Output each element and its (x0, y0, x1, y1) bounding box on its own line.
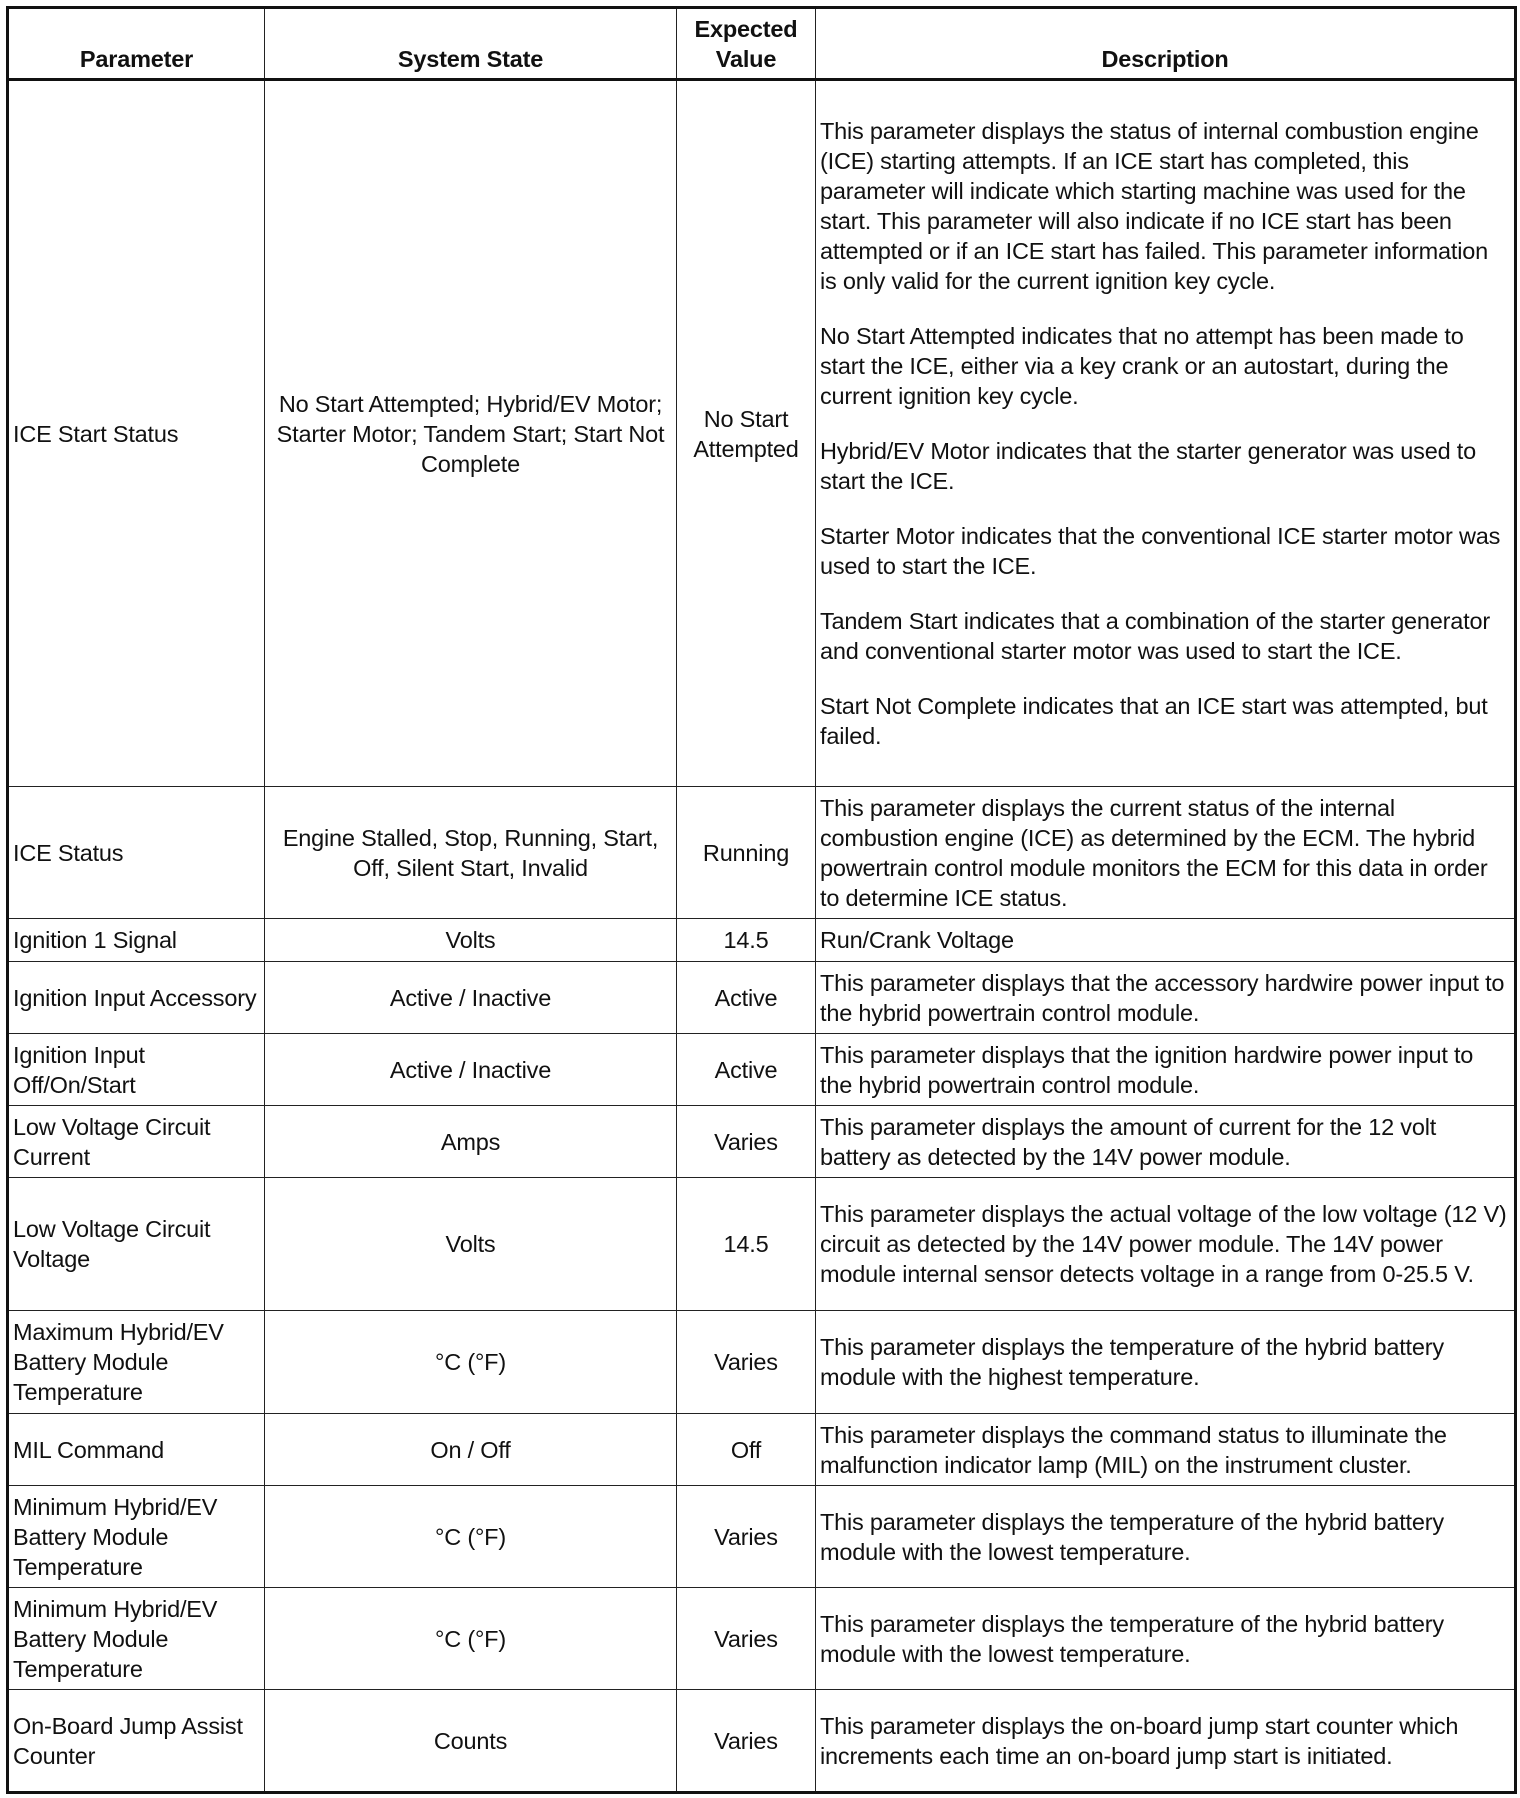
description-cell: This parameter displays that the ignitio… (815, 1033, 1516, 1106)
description-paragraph: This parameter displays the temperature … (820, 1610, 1444, 1667)
table-row: ICE Status Engine Stalled, Stop, Running,… (7, 786, 1516, 919)
description-cell: This parameter displays the status of in… (815, 79, 1516, 787)
expected-value-cell: Active (676, 1033, 816, 1106)
description-cell: This parameter displays the current stat… (815, 786, 1516, 919)
system-state-cell: °C (°F) (264, 1587, 677, 1690)
parameter-cell: Minimum Hybrid/EV Battery Module Tempera… (7, 1587, 265, 1690)
table-row: On-Board Jump Assist Counter Counts Varies… (7, 1689, 1516, 1793)
table-row: Maximum Hybrid/EV Battery Module Tempera… (7, 1310, 1516, 1414)
description-paragraph: This parameter displays the amount of cu… (820, 1113, 1437, 1170)
description-paragraph: Run/Crank Voltage (820, 927, 1014, 953)
table-row: Low Voltage Circuit Voltage Volts 14.5 This… (7, 1177, 1516, 1311)
table-row: Ignition Input Off/On/Start Active / Inac… (7, 1033, 1516, 1106)
description-paragraph: Tandem Start indicates that a combinatio… (820, 608, 1490, 664)
system-state-cell: Volts (264, 1177, 677, 1311)
system-state-cell: Amps (264, 1105, 677, 1178)
system-state-cell: Volts (264, 918, 677, 962)
parameter-cell: Ignition Input Off/On/Start (7, 1033, 265, 1106)
parameter-cell: Maximum Hybrid/EV Battery Module Tempera… (7, 1310, 265, 1414)
table-row: Low Voltage Circuit Current Amps Varies Thi… (7, 1105, 1516, 1178)
expected-value-cell: Running (676, 786, 816, 919)
expected-value-cell: Varies (676, 1105, 816, 1178)
description-cell: This parameter displays the temperature … (815, 1485, 1516, 1588)
table-row: ICE Start Status No Start Attempted; Hybr… (7, 79, 1516, 787)
system-state-cell: Active / Inactive (264, 961, 677, 1034)
description-paragraph: This parameter displays that the accesso… (820, 969, 1505, 1026)
expected-value-cell: 14.5 (676, 918, 816, 962)
table-row: Ignition 1 Signal Volts 14.5 Run/Crank Volt… (7, 918, 1516, 962)
description-paragraph: Hybrid/EV Motor indicates that the start… (820, 438, 1476, 494)
description-cell: This parameter displays the amount of cu… (815, 1105, 1516, 1178)
expected-value-cell: Varies (676, 1310, 816, 1414)
system-state-cell: Engine Stalled, Stop, Running, Start, Of… (264, 786, 677, 919)
expected-value-cell: Active (676, 961, 816, 1034)
parameter-cell: ICE Start Status (7, 79, 265, 787)
expected-value-cell: Varies (676, 1587, 816, 1690)
table-row: Minimum Hybrid/EV Battery Module Tempera… (7, 1587, 1516, 1690)
expected-value-cell: Varies (676, 1485, 816, 1588)
parameter-cell: Low Voltage Circuit Current (7, 1105, 265, 1178)
expected-value-cell: No Start Attempted (676, 79, 816, 787)
header-parameter: Parameter (7, 7, 265, 81)
table-row: MIL Command On / Off Off This parameter dis… (7, 1413, 1516, 1486)
description-cell: This parameter displays the temperature … (815, 1310, 1516, 1414)
parameter-table: Parameter System State Expected Value De… (6, 6, 1517, 1794)
description-cell: This parameter displays the actual volta… (815, 1177, 1516, 1311)
description-paragraph: Start Not Complete indicates that an ICE… (820, 693, 1488, 749)
parameter-cell: Low Voltage Circuit Voltage (7, 1177, 265, 1311)
description-cell: This parameter displays that the accesso… (815, 961, 1516, 1034)
parameter-cell: Minimum Hybrid/EV Battery Module Tempera… (7, 1485, 265, 1588)
system-state-cell: Active / Inactive (264, 1033, 677, 1106)
parameter-cell: Ignition Input Accessory (7, 961, 265, 1034)
header-row: Parameter System State Expected Value De… (7, 7, 1516, 81)
system-state-cell: On / Off (264, 1413, 677, 1486)
description-cell: This parameter displays the on-board jum… (815, 1689, 1516, 1793)
description-paragraph: No Start Attempted indicates that no att… (820, 323, 1464, 409)
parameter-cell: MIL Command (7, 1413, 265, 1486)
system-state-cell: °C (°F) (264, 1485, 677, 1588)
description-paragraph: This parameter displays the temperature … (820, 1334, 1444, 1390)
description-cell: This parameter displays the temperature … (815, 1587, 1516, 1690)
expected-value-cell: Off (676, 1413, 816, 1486)
description-paragraph: This parameter displays the on-board jum… (820, 1712, 1459, 1769)
parameter-cell: Ignition 1 Signal (7, 918, 265, 962)
table-row: Ignition Input Accessory Active / Inactiv… (7, 961, 1516, 1034)
description-cell: This parameter displays the command stat… (815, 1413, 1516, 1486)
description-paragraph: This parameter displays the current stat… (820, 794, 1488, 911)
description-paragraph: This parameter displays the temperature … (820, 1508, 1444, 1565)
description-paragraph: This parameter displays the status of in… (820, 118, 1488, 294)
parameter-cell: ICE Status (7, 786, 265, 919)
description-cell: Run/Crank Voltage (815, 918, 1516, 962)
description-paragraph: This parameter displays the actual volta… (820, 1201, 1507, 1287)
header-description: Description (815, 7, 1516, 81)
expected-value-cell: Varies (676, 1689, 816, 1793)
table-row: Minimum Hybrid/EV Battery Module Tempera… (7, 1485, 1516, 1588)
system-state-cell: °C (°F) (264, 1310, 677, 1414)
description-paragraph: This parameter displays that the ignitio… (820, 1041, 1474, 1098)
system-state-cell: Counts (264, 1689, 677, 1793)
expected-value-cell: 14.5 (676, 1177, 816, 1311)
header-system-state: System State (264, 7, 677, 81)
description-paragraph: This parameter displays the command stat… (820, 1421, 1447, 1478)
description-paragraph: Starter Motor indicates that the convent… (820, 523, 1501, 579)
header-expected-value: Expected Value (676, 7, 816, 81)
system-state-cell: No Start Attempted; Hybrid/EV Motor; Sta… (264, 79, 677, 787)
parameter-cell: On-Board Jump Assist Counter (7, 1689, 265, 1793)
